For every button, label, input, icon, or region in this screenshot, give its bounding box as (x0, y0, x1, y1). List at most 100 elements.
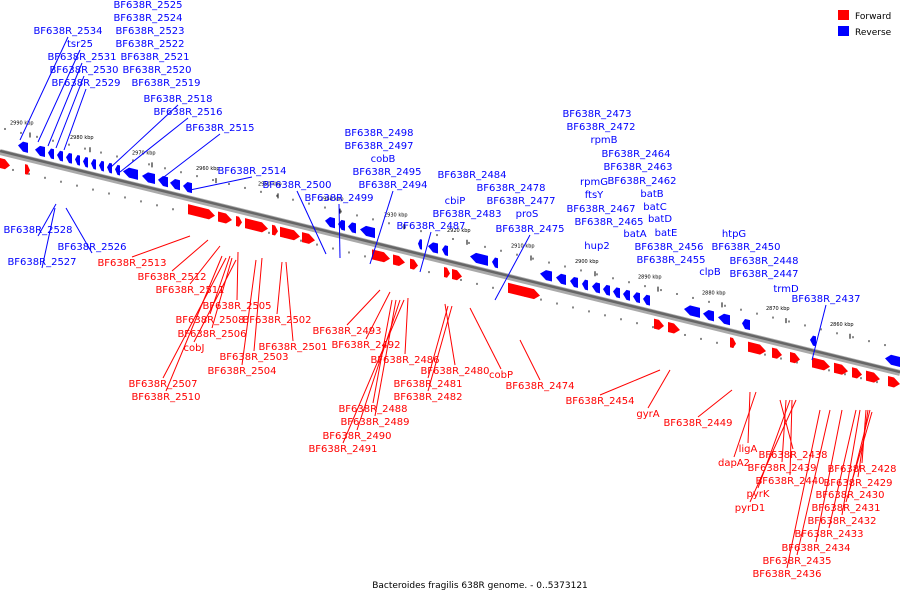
strand-dot (324, 206, 326, 209)
gene-label: BF638R_2455 (636, 255, 705, 266)
gene-label: ftsY (585, 190, 604, 201)
gene-label: clpB (699, 267, 721, 278)
reverse-gene-arrow (428, 242, 438, 254)
reverse-gene-arrow (325, 217, 335, 229)
gene-label: BF638R_2473 (562, 109, 631, 120)
leader-line (444, 303, 456, 366)
strand-dot (140, 200, 142, 203)
leader-line (786, 409, 821, 569)
strand-dot (700, 337, 702, 340)
gene-label: batA (623, 229, 646, 240)
leader-line (845, 411, 873, 503)
strand-dot (564, 265, 566, 268)
leader-line (338, 203, 341, 259)
strand-dot (540, 298, 542, 301)
leader-line (781, 399, 787, 463)
gene-label: BF638R_2480 (420, 366, 489, 377)
strand-dot (500, 249, 502, 252)
gene-label: batB (640, 189, 663, 200)
forward-gene-arrow (393, 254, 405, 266)
strand-dot (692, 296, 694, 299)
reverse-gene-arrow (885, 354, 900, 367)
legend-forward-label: Forward (855, 12, 891, 22)
leader-line (47, 62, 83, 147)
forward-gene-arrow (834, 362, 848, 375)
forward-gene-arrow (812, 357, 830, 371)
reverse-gene-arrow (623, 289, 630, 301)
strand-dot (836, 332, 838, 335)
gene-label: BF638R_2534 (33, 26, 102, 37)
strand-dot (116, 155, 118, 158)
leader-line (747, 391, 751, 444)
leader-line (253, 257, 263, 352)
gene-label: rpmG (580, 177, 608, 188)
strand-dot (20, 131, 22, 134)
strand-dot (772, 316, 774, 319)
gene-label: BF638R_2511 (155, 285, 224, 296)
strand-dot (780, 357, 782, 360)
gene-label: BF638R_2475 (495, 224, 564, 235)
forward-gene-arrow (444, 267, 450, 278)
gene-label: BF638R_2494 (358, 180, 427, 191)
reverse-gene-arrow (746, 319, 750, 331)
reverse-gene-arrow (684, 305, 700, 318)
gene-label: BF638R_2456 (634, 242, 703, 253)
gene-label: BF638R_2489 (340, 417, 409, 428)
leader-line (828, 409, 857, 529)
gene-label: BF638R_2439 (747, 463, 816, 474)
strand-dot (684, 333, 686, 336)
reverse-gene-arrow (115, 164, 120, 176)
leader-line (236, 251, 239, 301)
gene-label: BF638R_2500 (262, 180, 331, 191)
gene-label: BF638R_2495 (352, 167, 421, 178)
gene-label: BF638R_2506 (177, 329, 246, 340)
leader-line (119, 117, 189, 173)
strand-dot (436, 234, 438, 237)
leader-line (374, 299, 397, 417)
tick-label: 2910 kbp (511, 243, 535, 249)
gene-label: pyrD1 (735, 503, 765, 514)
leader-line (469, 307, 502, 370)
gene-label: BF638R_2429 (823, 478, 892, 489)
leader-line (749, 399, 797, 503)
leader-line (342, 299, 405, 444)
strand-dot (828, 369, 830, 372)
gene-label: BF638R_2516 (153, 107, 222, 118)
strand-dot (148, 163, 150, 166)
reverse-gene-arrow (742, 318, 748, 330)
gene-label: rpmB (590, 135, 617, 146)
gene-label: BF638R_2486 (370, 355, 439, 366)
reverse-gene-arrow (442, 245, 448, 257)
strand-dot (52, 139, 54, 142)
legend-reverse-swatch (838, 26, 849, 36)
reverse-gene-arrow (57, 150, 63, 162)
tick-label: 2880 kbp (702, 290, 726, 296)
forward-gene-arrow (245, 218, 268, 233)
strand-dot (548, 261, 550, 264)
leader-line (65, 207, 93, 254)
reverse-gene-arrow (540, 270, 552, 282)
gene-label: BF638R_2454 (565, 396, 634, 407)
forward-gene-arrow (508, 282, 540, 300)
leader-line (109, 104, 179, 169)
forward-gene-arrow (654, 318, 664, 330)
forward-gene-arrow (852, 367, 862, 379)
gene-label: BF638R_2477 (486, 196, 555, 207)
strand-dot (820, 328, 822, 331)
tick-label: 2860 kbp (830, 322, 854, 328)
forward-gene-arrow (218, 211, 232, 224)
reverse-gene-arrow (66, 152, 72, 164)
gene-label: BF638R_2530 (49, 65, 118, 76)
gene-label: BF638R_2528 (3, 225, 72, 236)
gene-label: BF638R_2467 (566, 204, 635, 215)
legend: Forward Reverse (838, 10, 892, 38)
strand-dot (316, 243, 318, 246)
leader-line (162, 257, 227, 379)
gene-label: BF638R_2524 (113, 13, 182, 24)
strand-dot (404, 226, 406, 229)
strand-dot (476, 282, 478, 285)
gene-label: pyrK (747, 489, 770, 500)
gene-label: BF638R_2513 (97, 258, 166, 269)
gene-label: BF638R_2450 (711, 242, 780, 253)
